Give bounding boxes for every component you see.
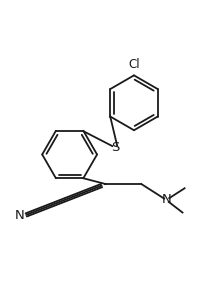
Text: Cl: Cl (128, 58, 140, 71)
Text: S: S (111, 141, 119, 154)
Text: N: N (15, 209, 24, 222)
Text: N: N (162, 193, 172, 206)
